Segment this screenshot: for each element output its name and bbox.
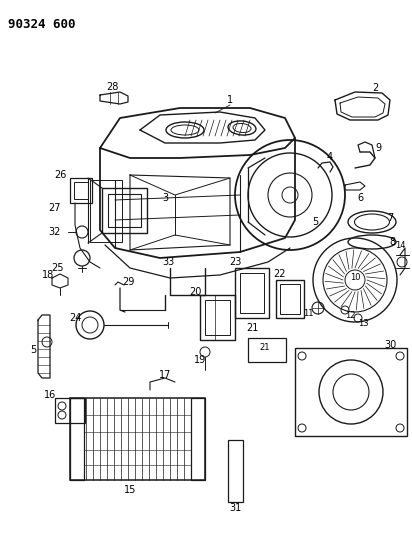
Text: 16: 16 [44, 390, 56, 400]
Text: 7: 7 [387, 213, 393, 223]
Bar [240, 273, 264, 313]
Text: 6: 6 [357, 193, 363, 203]
Text: 23: 23 [229, 257, 241, 267]
Text: 28: 28 [106, 82, 118, 92]
Text: 25: 25 [52, 263, 64, 273]
Bar [235, 268, 269, 318]
Bar [191, 398, 205, 480]
Text: 15: 15 [124, 485, 136, 495]
Text: 9: 9 [375, 143, 381, 153]
Bar [280, 284, 300, 314]
Bar [90, 180, 122, 242]
Text: 26: 26 [54, 170, 66, 180]
Text: 5: 5 [312, 217, 318, 227]
Bar [102, 188, 147, 233]
Text: 21: 21 [246, 323, 258, 333]
Text: 5: 5 [30, 345, 36, 355]
Bar [70, 178, 92, 203]
Bar [70, 398, 84, 480]
Text: 33: 33 [162, 257, 174, 267]
Text: 30: 30 [384, 340, 396, 350]
Text: 13: 13 [358, 319, 368, 327]
Text: 3: 3 [162, 193, 168, 203]
Text: 11: 11 [303, 309, 313, 318]
Bar [108, 194, 141, 227]
Text: 32: 32 [49, 227, 61, 237]
Text: 21: 21 [260, 343, 270, 352]
Text: 27: 27 [49, 203, 61, 213]
Bar [70, 398, 205, 480]
Text: 10: 10 [350, 273, 360, 282]
Text: 31: 31 [229, 503, 241, 513]
Text: 24: 24 [69, 313, 81, 323]
Text: 17: 17 [159, 370, 171, 380]
Text: 4: 4 [327, 152, 333, 162]
Text: 1: 1 [227, 95, 233, 105]
Text: 18: 18 [42, 270, 54, 280]
Text: 2: 2 [372, 83, 378, 93]
Text: 22: 22 [274, 269, 286, 279]
Bar [248, 338, 286, 362]
Text: 90324 600: 90324 600 [8, 18, 75, 31]
Bar [55, 398, 85, 423]
Bar [228, 440, 243, 502]
Text: 20: 20 [189, 287, 201, 297]
Text: 12: 12 [345, 311, 355, 319]
Bar [205, 300, 230, 335]
Text: 19: 19 [194, 355, 206, 365]
Bar [74, 182, 88, 199]
Text: 8: 8 [389, 237, 395, 247]
Bar [295, 348, 407, 436]
Text: 29: 29 [122, 277, 134, 287]
Text: 14: 14 [395, 240, 405, 249]
Bar [276, 280, 304, 318]
